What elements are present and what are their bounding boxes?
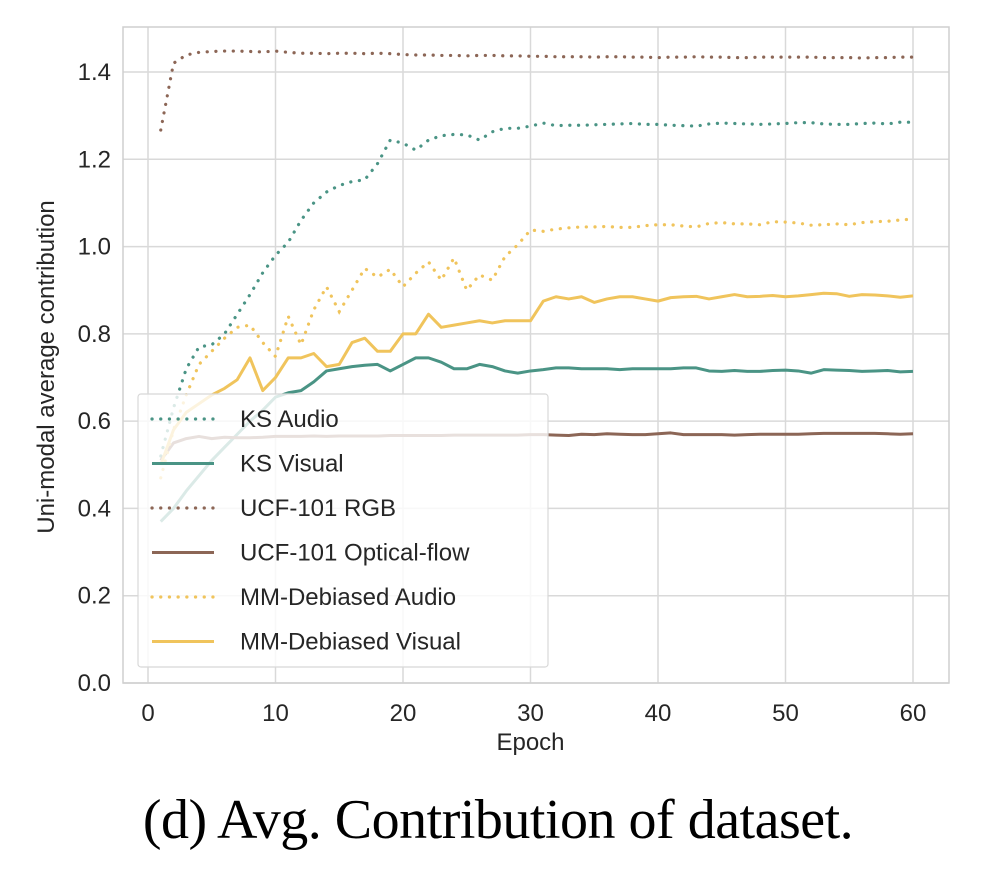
y-tick-label: 0.0 [78,670,111,697]
x-tick-label: 50 [772,700,799,727]
plot-area-frame [122,26,950,684]
legend-box [137,393,549,668]
x-axis-label: Epoch [496,729,564,756]
series-line-ucf-101-rgb [159,49,915,132]
legend-item: UCF-101 Optical-flow [152,540,470,567]
y-tick-label: 1.4 [78,59,111,86]
y-tick-label: 0.4 [78,495,111,522]
legend-label: KS Audio [240,406,339,433]
y-axis-label: Uni-modal average contribution [33,200,60,534]
legend-item: KS Visual [152,451,344,478]
legend-item: MM-Debiased Audio [150,584,456,611]
legend-item: UCF-101 RGB [150,495,396,522]
legend: KS Audio KS Visual UCF-101 RGB UCF-101 Opti… [137,393,549,668]
legend-label: KS Visual [240,451,344,478]
legend-label: UCF-101 Optical-flow [240,540,470,567]
series-line-mm-debiased-visual [159,291,914,466]
legend-label: MM-Debiased Audio [240,584,456,611]
x-axis-ticks: 0 10 20 30 40 50 60 [141,700,926,727]
figure-caption: (d) Avg. Contribution of dataset. [142,789,854,851]
x-tick-label: 60 [900,700,927,727]
x-tick-label: 30 [517,700,544,727]
legend-label: UCF-101 RGB [240,495,396,522]
y-tick-label: 0.8 [78,321,111,348]
y-tick-label: 1.0 [78,234,111,261]
legend-items: KS Audio KS Visual UCF-101 RGB UCF-101 Opti… [150,406,470,656]
x-tick-label: 40 [645,700,672,727]
legend-item: KS Audio [150,406,339,433]
series-line-ks-audio [159,120,915,458]
legend-label: MM-Debiased Visual [240,629,461,656]
y-tick-label: 1.2 [78,146,111,173]
y-tick-label: 0.6 [78,408,111,435]
series-line-mm-debiased-audio [159,217,915,480]
x-tick-label: 0 [141,700,154,727]
x-tick-label: 20 [390,700,417,727]
x-tick-label: 10 [262,700,289,727]
y-axis-ticks: 0.0 0.2 0.4 0.6 0.8 1.0 1.2 1.4 [78,59,111,697]
y-tick-label: 0.2 [78,583,111,610]
legend-item: MM-Debiased Visual [152,629,461,656]
